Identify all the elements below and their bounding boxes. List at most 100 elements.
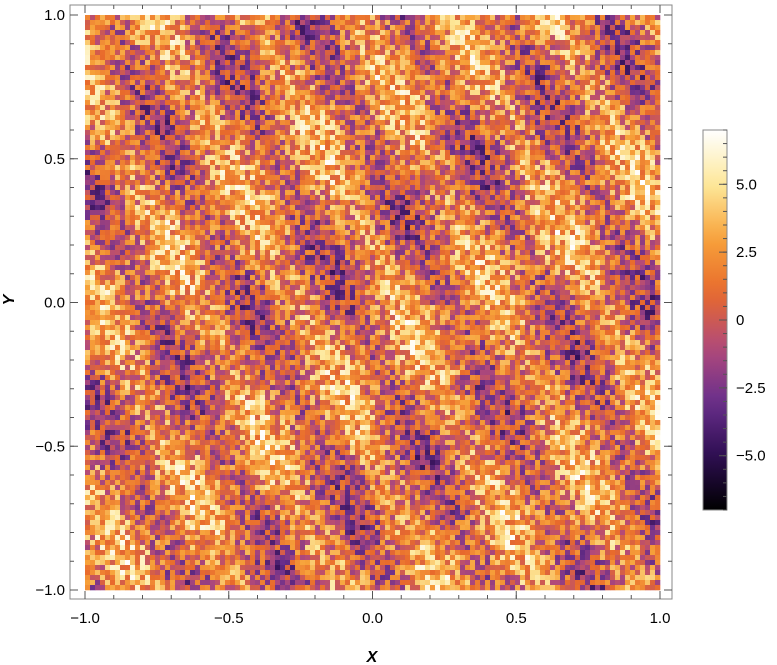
heatmap-cell <box>555 20 561 26</box>
heatmap-cell <box>115 20 121 26</box>
heatmap-cell <box>285 55 291 61</box>
heatmap-cell <box>650 75 656 81</box>
heatmap-cell <box>380 195 386 201</box>
heatmap-cell <box>360 15 366 21</box>
heatmap-cell <box>280 90 286 96</box>
heatmap-cell <box>605 35 611 41</box>
heatmap-cell <box>305 65 311 71</box>
heatmap-cell <box>535 225 541 231</box>
heatmap-cell <box>155 175 161 181</box>
heatmap-cell <box>470 210 476 216</box>
heatmap-cell <box>95 60 101 66</box>
heatmap-cell <box>230 35 236 41</box>
heatmap-cell <box>485 30 491 36</box>
heatmap-cell <box>180 150 186 156</box>
heatmap-cell <box>105 150 111 156</box>
heatmap-cell <box>420 155 426 161</box>
heatmap-cell <box>270 35 276 41</box>
heatmap-cell <box>360 170 366 176</box>
heatmap-cell <box>475 160 481 166</box>
heatmap-cell <box>455 170 461 176</box>
heatmap-cell <box>390 25 396 31</box>
heatmap-cell <box>260 135 266 141</box>
heatmap-cell <box>440 95 446 101</box>
heatmap-cell <box>300 85 306 91</box>
heatmap-cell <box>400 100 406 106</box>
heatmap-cell <box>270 60 276 66</box>
heatmap-cell <box>275 15 281 21</box>
heatmap-cell <box>655 65 661 71</box>
heatmap-cell <box>535 50 541 56</box>
heatmap-cell <box>105 35 111 41</box>
heatmap-cell <box>530 105 536 111</box>
heatmap-cell <box>255 50 261 56</box>
heatmap-cell <box>330 110 336 116</box>
heatmap-cell <box>485 55 491 61</box>
heatmap-cell <box>310 120 316 126</box>
heatmap-cell <box>240 25 246 31</box>
heatmap-cell <box>610 155 616 161</box>
heatmap-cell <box>245 195 251 201</box>
heatmap-cell <box>385 180 391 186</box>
heatmap-cell <box>445 20 451 26</box>
heatmap-cell <box>95 120 101 126</box>
heatmap-cell <box>615 170 621 176</box>
heatmap-cell <box>605 220 611 226</box>
heatmap-cell <box>605 120 611 126</box>
heatmap-cell <box>85 50 91 56</box>
heatmap-cell <box>405 130 411 136</box>
heatmap-cell <box>125 35 131 41</box>
heatmap-cell <box>310 230 316 236</box>
heatmap-cell <box>590 20 596 26</box>
heatmap-cell <box>610 215 616 221</box>
heatmap-cell <box>100 140 106 146</box>
heatmap-cell <box>650 125 656 131</box>
heatmap-cell <box>420 65 426 71</box>
heatmap-cell <box>435 110 441 116</box>
heatmap-cell <box>410 195 416 201</box>
heatmap-cell <box>500 195 506 201</box>
heatmap-cell <box>290 180 296 186</box>
heatmap-cell <box>305 120 311 126</box>
heatmap-cell <box>200 185 206 191</box>
heatmap-cell <box>215 190 221 196</box>
heatmap-cell <box>585 75 591 81</box>
heatmap-cell <box>590 15 596 21</box>
heatmap-cell <box>555 70 561 76</box>
heatmap-cell <box>500 145 506 151</box>
heatmap-cell <box>465 105 471 111</box>
heatmap-cell <box>245 50 251 56</box>
heatmap-cell <box>440 25 446 31</box>
heatmap-cell <box>195 60 201 66</box>
heatmap-cell <box>285 220 291 226</box>
heatmap-cell <box>160 20 166 26</box>
heatmap-cell <box>125 140 131 146</box>
heatmap-cell <box>185 200 191 206</box>
heatmap-cell <box>595 150 601 156</box>
heatmap-cell <box>630 115 636 121</box>
heatmap-cell <box>220 105 226 111</box>
heatmap-cell <box>560 75 566 81</box>
heatmap-cell <box>370 175 376 181</box>
heatmap-cell <box>145 195 151 201</box>
heatmap-cell <box>90 35 96 41</box>
heatmap-cell <box>505 20 511 26</box>
heatmap-cell <box>540 135 546 141</box>
heatmap-cell <box>570 150 576 156</box>
heatmap-cell <box>440 205 446 211</box>
heatmap-cell <box>550 110 556 116</box>
heatmap-cell <box>565 95 571 101</box>
heatmap-cell <box>605 215 611 221</box>
heatmap-cell <box>230 135 236 141</box>
heatmap-cell <box>485 195 491 201</box>
heatmap-cell <box>450 65 456 71</box>
heatmap-cell <box>445 190 451 196</box>
heatmap-cell <box>500 215 506 221</box>
heatmap-cell <box>200 95 206 101</box>
heatmap-cell <box>345 190 351 196</box>
heatmap-cell <box>280 215 286 221</box>
heatmap-cell <box>325 65 331 71</box>
heatmap-cell <box>590 110 596 116</box>
heatmap-cell <box>450 140 456 146</box>
heatmap-cell <box>635 130 641 136</box>
